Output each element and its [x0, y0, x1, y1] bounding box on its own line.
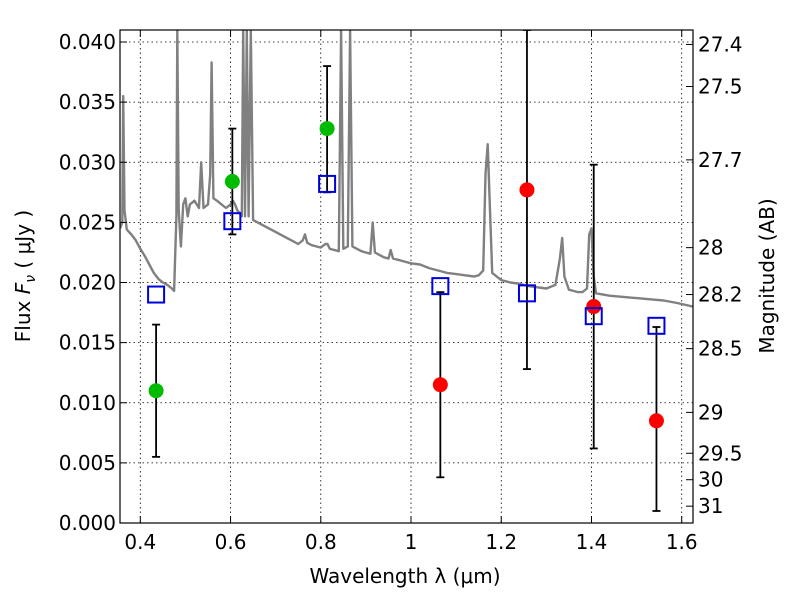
y2-tick-label: 27.4: [698, 32, 743, 56]
x-tick-label: 1.4: [576, 530, 608, 554]
x-tick-label: 1.2: [485, 530, 517, 554]
observed-flux-point: [224, 174, 240, 190]
y2-tick-label: 27.7: [698, 148, 743, 172]
y2-axis-label: Magnitude (AB): [755, 198, 779, 353]
x-tick-label: 1.6: [666, 530, 698, 554]
y-axis-label-prefix: Flux: [11, 294, 35, 342]
model-photometry-square: [223, 212, 242, 231]
plot-area: [120, 30, 693, 512]
x-tick-label: 1: [405, 530, 418, 554]
plot-frame: [119, 29, 694, 524]
y-tick-label: 0.040: [59, 30, 116, 54]
y-tick-label: 0.035: [59, 90, 116, 114]
y-tick-label: 0.025: [59, 210, 116, 234]
model-photometry-square: [647, 316, 666, 335]
y-tick-label: 0.010: [59, 391, 116, 415]
model-photometry-square: [431, 277, 450, 296]
observed-flux-point: [432, 377, 448, 393]
y-tick-label: 0.015: [59, 331, 116, 355]
model-photometry-square: [147, 285, 166, 304]
observed-flux-point: [519, 182, 535, 198]
observed-flux-point: [148, 383, 164, 399]
y-axis-label: Flux Fν ( μJy ): [11, 210, 39, 342]
y-tick-label: 0.030: [59, 150, 116, 174]
y2-tick-label: 30: [698, 468, 723, 492]
observed-flux-point: [319, 121, 335, 137]
y2-tick-label: 28: [698, 236, 723, 260]
y-axis-label-suffix: ( μJy ): [11, 210, 35, 275]
x-tick-label: 0.4: [124, 530, 156, 554]
y2-tick-label: 29.5: [698, 441, 743, 465]
y-tick-label: 0.020: [59, 271, 116, 295]
y-axis-label-symbol: F: [11, 282, 35, 294]
observed-flux-point: [648, 413, 664, 429]
y2-tick-label: 29: [698, 400, 723, 424]
y2-tick-label: 28.2: [698, 283, 743, 307]
grid: [120, 30, 693, 524]
y2-tick-label: 28.5: [698, 337, 743, 361]
y2-tick-label: 31: [698, 494, 723, 518]
y-axis-label-subscript: ν: [23, 275, 39, 283]
x-tick-label: 0.6: [215, 530, 247, 554]
observed-flux-point: [586, 299, 602, 315]
y-tick-label: 0.000: [59, 511, 116, 535]
x-tick-label: 0.8: [305, 530, 337, 554]
x-axis-label: Wavelength λ (μm): [309, 564, 500, 588]
model-photometry-square: [584, 307, 603, 326]
model-photometry-square: [318, 174, 337, 193]
y2-tick-label: 27.5: [698, 75, 743, 99]
model-photometry-square: [517, 284, 536, 303]
model-spectrum-line: [120, 30, 693, 308]
axes: 0.4 0.6 0.8 1 1.2 1.4 1.6 0.000 0.005 0.010 0.015 0…: [59, 29, 743, 554]
y-tick-label: 0.005: [59, 451, 116, 475]
